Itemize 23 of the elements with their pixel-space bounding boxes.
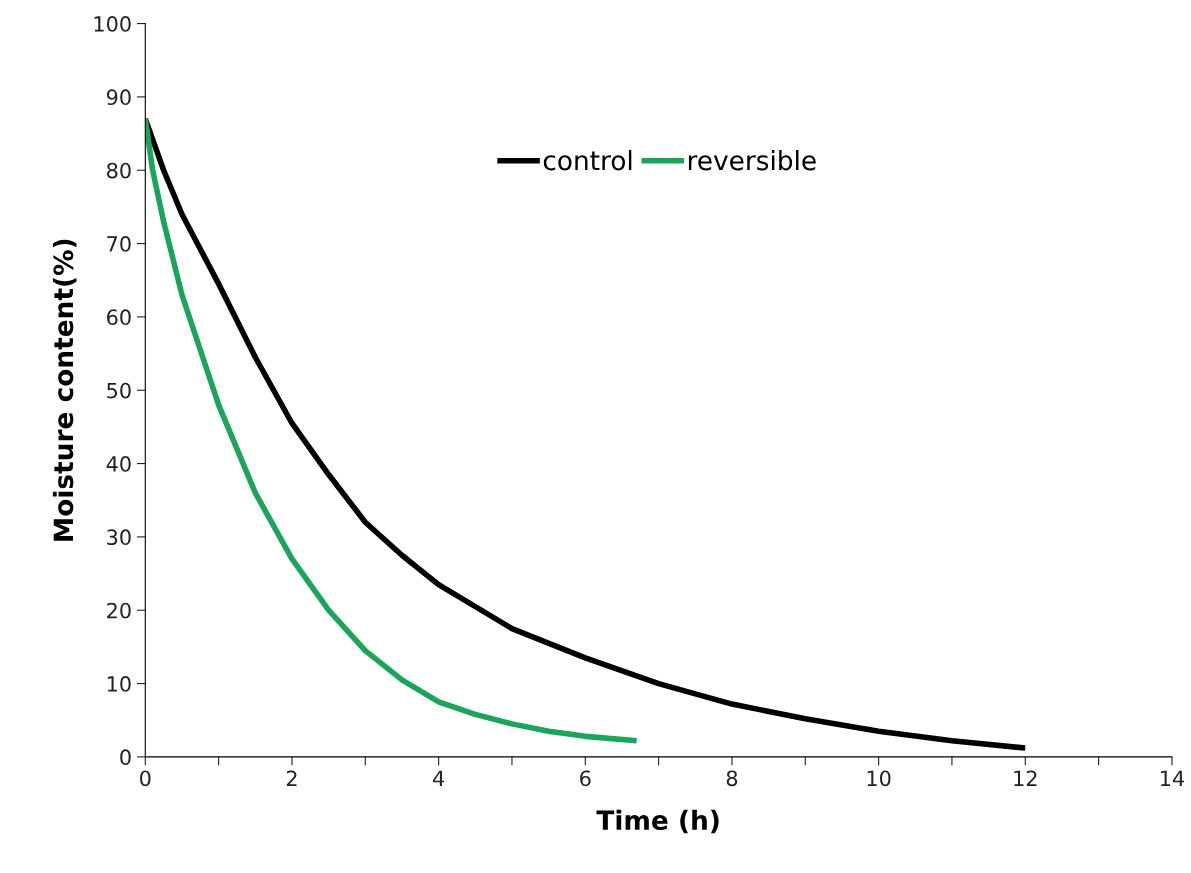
x-axis-title: Time (h) [596,809,719,834]
y-tick-label: 10 [107,676,131,692]
y-tick-label: 0 [120,749,131,766]
x-tick-label: 14 [1160,770,1185,786]
y-tick-label: 100 [94,16,131,32]
y-tick-label: 30 [107,529,131,546]
x-tick-label: 0 [140,770,151,787]
x-tick-label: 2 [286,770,297,786]
x-tick-label: 4 [433,770,445,786]
y-tick-label: 90 [106,89,131,106]
x-tick-label: 10 [867,770,891,787]
y-tick-label: 50 [107,382,131,399]
y-tick-label: 40 [106,456,131,472]
legend-label: reversible [688,149,816,171]
x-tick-label: 8 [726,770,738,787]
x-tick-label: 12 [1014,770,1037,786]
y-tick-label: 70 [107,236,131,252]
y-axis-title: Moisture content(%) [52,239,77,541]
y-tick-label: 80 [107,162,131,179]
y-tick-label: 60 [107,309,131,326]
legend-label: control [543,149,632,171]
x-tick-label: 6 [580,770,591,787]
y-tick-label: 20 [107,602,131,619]
